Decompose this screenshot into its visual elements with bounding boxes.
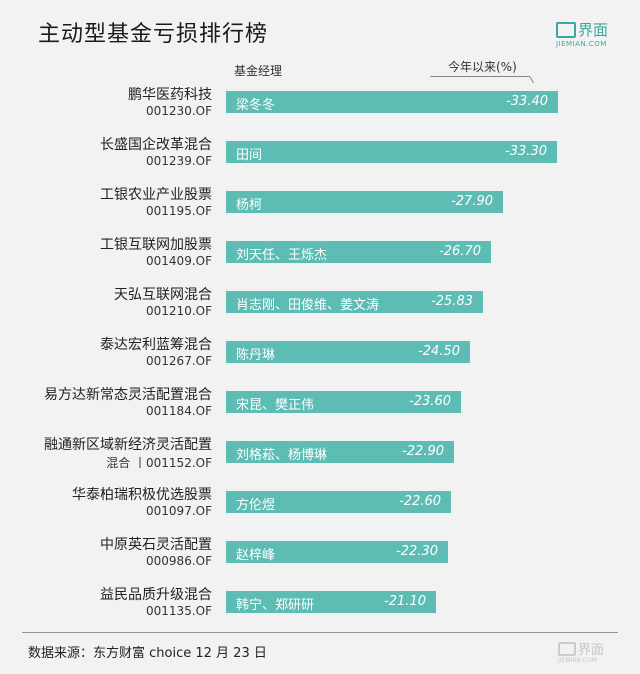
value-label: -33.30 — [505, 144, 547, 159]
fund-code: 001267.OF — [146, 354, 212, 368]
value-label: -27.90 — [451, 194, 493, 209]
footer-logo: 界面 JIEMIAN.COM — [558, 640, 610, 668]
manager-label: 梁冬冬 — [236, 98, 276, 113]
fund-name: 鹏华医药科技 — [128, 87, 212, 103]
manager-label: 韩宁、郑研研 — [236, 598, 315, 613]
fund-name: 天弘互联网混合 — [114, 287, 212, 303]
loss-bar: 韩宁、郑研研 -21.10 — [226, 591, 436, 613]
fund-code: 001230.OF — [146, 104, 212, 118]
value-label: -25.83 — [431, 294, 473, 309]
column-header-ytd: 今年以来(%) — [448, 60, 517, 74]
manager-label: 刘格菘、杨博琳 — [236, 448, 328, 463]
fund-code: 001195.OF — [146, 204, 212, 218]
fund-name: 融通新区域新经济灵活配置 — [44, 437, 212, 453]
chart-title: 主动型基金亏损排行榜 — [38, 22, 269, 47]
value-label: -33.40 — [506, 94, 548, 109]
fund-code: 001097.OF — [146, 504, 212, 518]
logo-en: JIEMIAN.COM — [556, 40, 607, 48]
logo-box-icon — [556, 22, 576, 38]
loss-bar: 梁冬冬 -33.40 — [226, 91, 558, 113]
fund-name: 长盛国企改革混合 — [100, 137, 212, 153]
jiemian-logo: 界面 JIEMIAN.COM — [556, 20, 608, 50]
loss-bar: 肖志刚、田俊维、姜文涛 -25.83 — [226, 291, 483, 313]
fund-code: 001135.OF — [146, 604, 212, 618]
manager-label: 杨柯 — [236, 198, 263, 213]
value-label: -23.60 — [409, 394, 451, 409]
manager-label: 宋昆、樊正伟 — [236, 398, 315, 413]
manager-label: 肖志刚、田俊维、姜文涛 — [236, 298, 380, 313]
fund-row: 工银农业产业股票 001195.OF 杨柯 -27.90 — [0, 182, 640, 226]
fund-name: 易方达新常态灵活配置混合 — [44, 387, 212, 403]
fund-name: 益民品质升级混合 — [100, 587, 212, 603]
fund-name: 工银互联网加股票 — [100, 237, 212, 253]
fund-row: 鹏华医药科技 001230.OF 梁冬冬 -33.40 — [0, 82, 640, 126]
manager-label: 刘天任、王烁杰 — [236, 248, 328, 263]
fund-code: 001239.OF — [146, 154, 212, 168]
fund-row: 易方达新常态灵活配置混合 001184.OF 宋昆、樊正伟 -23.60 — [0, 382, 640, 426]
footer-divider — [22, 632, 618, 633]
header-underline — [430, 76, 530, 77]
value-label: -22.90 — [402, 444, 444, 459]
value-label: -24.50 — [418, 344, 460, 359]
fund-row: 华泰柏瑞积极优选股票 001097.OF 方伦煜 -22.60 — [0, 482, 640, 526]
loss-bar: 田间 -33.30 — [226, 141, 557, 163]
fund-row: 融通新区域新经济灵活配置混合 丨001152.OF 刘格菘、杨博琳 -22.90 — [0, 432, 640, 476]
value-label: -22.60 — [399, 494, 441, 509]
manager-label: 田间 — [236, 148, 263, 163]
fund-name: 泰达宏利蓝筹混合 — [100, 337, 212, 353]
fund-code: 000986.OF — [146, 554, 212, 568]
value-label: -21.10 — [384, 594, 426, 609]
loss-bar: 杨柯 -27.90 — [226, 191, 503, 213]
fund-row: 长盛国企改革混合 001239.OF 田间 -33.30 — [0, 132, 640, 176]
loss-bar: 宋昆、樊正伟 -23.60 — [226, 391, 461, 413]
footer-logo-en: JIEMIAN.COM — [558, 657, 597, 664]
fund-row: 工银互联网加股票 001409.OF 刘天任、王烁杰 -26.70 — [0, 232, 640, 276]
loss-bar: 方伦煜 -22.60 — [226, 491, 451, 513]
manager-label: 陈丹琳 — [236, 348, 276, 363]
loss-bar: 刘天任、王烁杰 -26.70 — [226, 241, 491, 263]
footer-logo-cn: 界面 — [578, 643, 605, 658]
fund-code: 混合 丨001152.OF — [106, 456, 212, 470]
fund-row: 中原英石灵活配置 000986.OF 赵梓峰 -22.30 — [0, 532, 640, 576]
data-source: 数据来源：东方财富 choice 12 月 23 日 — [28, 646, 267, 661]
column-header-manager: 基金经理 — [234, 64, 283, 78]
manager-label: 方伦煜 — [236, 498, 276, 513]
fund-code: 001184.OF — [146, 404, 212, 418]
fund-name: 中原英石灵活配置 — [100, 537, 212, 553]
fund-code: 001210.OF — [146, 304, 212, 318]
manager-label: 赵梓峰 — [236, 548, 276, 563]
loss-bar: 赵梓峰 -22.30 — [226, 541, 448, 563]
loss-bar: 陈丹琳 -24.50 — [226, 341, 470, 363]
logo-cn: 界面 — [578, 21, 609, 39]
fund-code: 001409.OF — [146, 254, 212, 268]
loss-bar: 刘格菘、杨博琳 -22.90 — [226, 441, 454, 463]
fund-name: 工银农业产业股票 — [100, 187, 212, 203]
fund-row: 益民品质升级混合 001135.OF 韩宁、郑研研 -21.10 — [0, 582, 640, 626]
fund-row: 天弘互联网混合 001210.OF 肖志刚、田俊维、姜文涛 -25.83 — [0, 282, 640, 326]
fund-row: 泰达宏利蓝筹混合 001267.OF 陈丹琳 -24.50 — [0, 332, 640, 376]
footer-logo-box-icon — [558, 642, 576, 656]
value-label: -22.30 — [396, 544, 438, 559]
value-label: -26.70 — [439, 244, 481, 259]
fund-name: 华泰柏瑞积极优选股票 — [72, 487, 212, 503]
